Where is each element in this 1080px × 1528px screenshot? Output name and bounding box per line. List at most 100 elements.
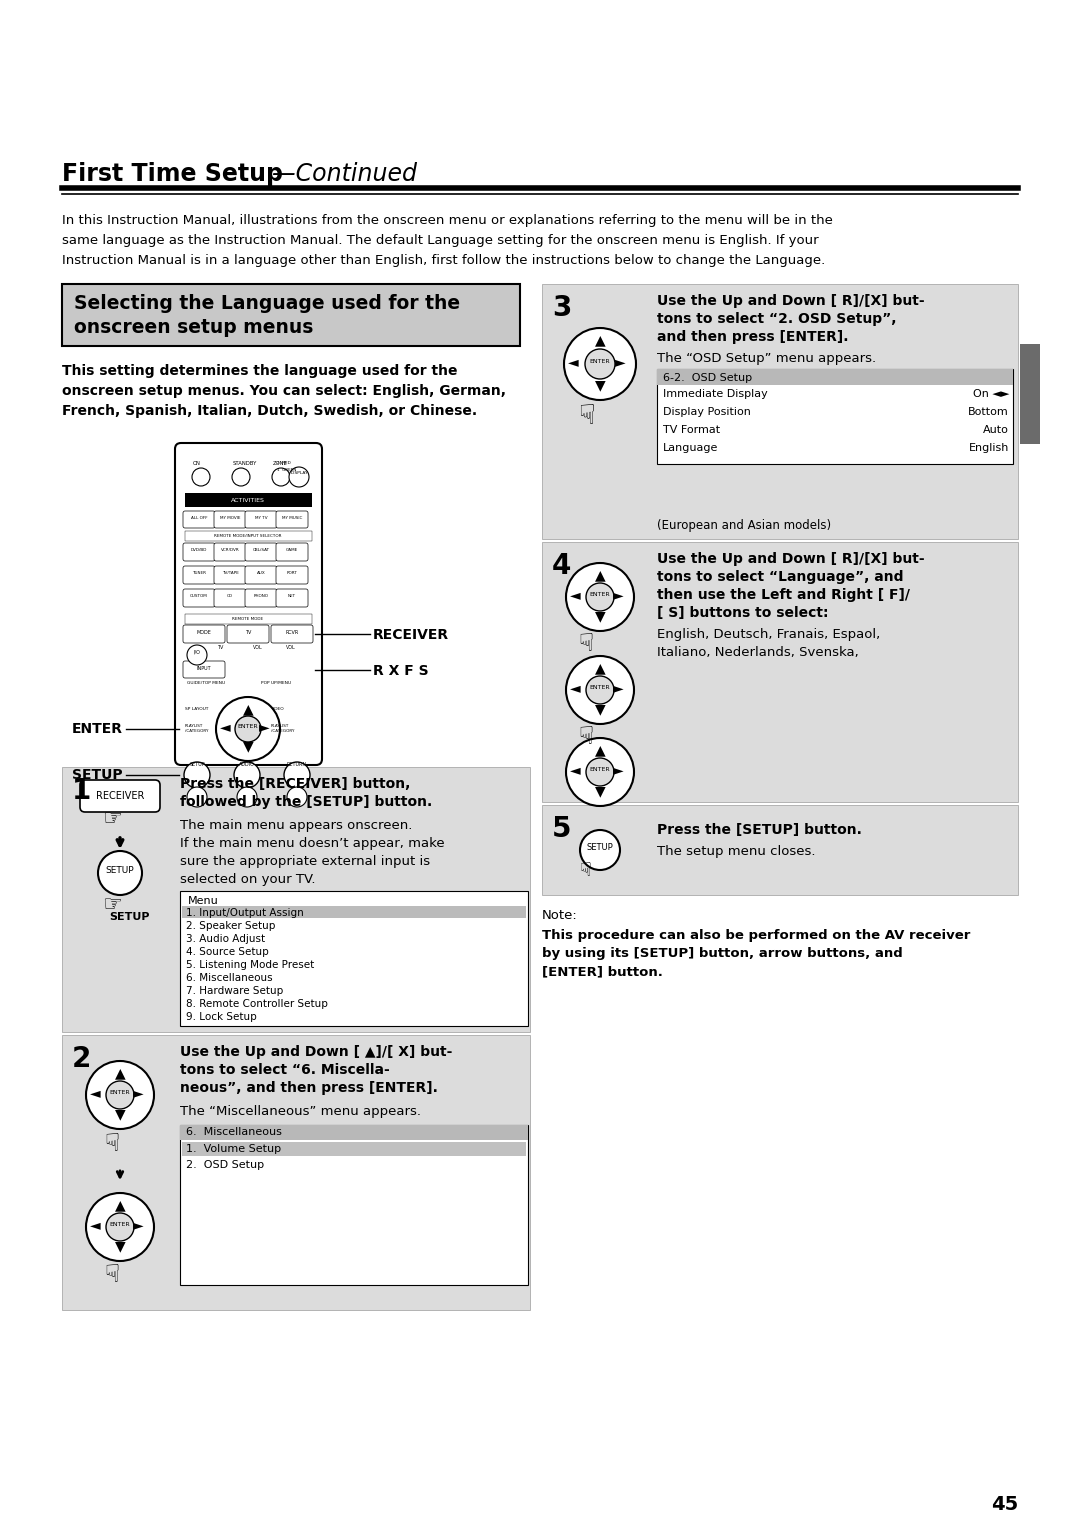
Text: 6. Miscellaneous: 6. Miscellaneous — [186, 973, 272, 983]
Text: ENTER: ENTER — [590, 767, 610, 772]
FancyBboxPatch shape — [245, 565, 276, 584]
Circle shape — [564, 329, 636, 400]
Text: ◄: ◄ — [570, 681, 581, 695]
Text: ▲: ▲ — [595, 333, 605, 347]
Text: ☟: ☟ — [580, 860, 592, 880]
Text: 4: 4 — [552, 552, 571, 581]
Circle shape — [106, 1080, 134, 1109]
Text: then use the Left and Right [ F]/: then use the Left and Right [ F]/ — [657, 588, 910, 602]
Text: ▼: ▼ — [114, 1106, 125, 1122]
Text: ☞: ☞ — [102, 808, 122, 830]
Circle shape — [580, 830, 620, 869]
Bar — [183, 1141, 526, 1157]
FancyBboxPatch shape — [214, 510, 246, 529]
Text: Press the [SETUP] button.: Press the [SETUP] button. — [657, 824, 862, 837]
Text: In this Instruction Manual, illustrations from the onscreen menu or explanations: In this Instruction Manual, illustration… — [62, 214, 833, 228]
Text: MODE: MODE — [197, 630, 212, 636]
Circle shape — [187, 787, 207, 807]
Text: 45: 45 — [990, 1494, 1018, 1514]
Circle shape — [289, 468, 309, 487]
Text: ALL OFF: ALL OFF — [191, 516, 207, 520]
Text: ▼: ▼ — [595, 701, 605, 717]
Text: ▼: ▼ — [595, 610, 605, 623]
Circle shape — [86, 1193, 154, 1261]
Text: onscreen setup menus. You can select: English, German,: onscreen setup menus. You can select: En… — [62, 384, 507, 397]
Bar — [657, 368, 1013, 385]
Text: ENTER: ENTER — [238, 724, 258, 729]
Text: REMOTE MODE: REMOTE MODE — [232, 617, 264, 620]
FancyBboxPatch shape — [175, 443, 322, 766]
Text: ▲: ▲ — [114, 1067, 125, 1080]
Text: Display Position: Display Position — [663, 406, 751, 417]
Text: 3. Audio Adjust: 3. Audio Adjust — [186, 934, 265, 944]
Text: AUDIO: AUDIO — [239, 762, 255, 767]
Text: ▼: ▼ — [243, 740, 254, 753]
Text: 4. Source Setup: 4. Source Setup — [186, 947, 269, 957]
Text: 6-2.  OSD Setup: 6-2. OSD Setup — [663, 373, 752, 384]
Text: tons to select “2. OSD Setup”,: tons to select “2. OSD Setup”, — [657, 312, 896, 325]
FancyBboxPatch shape — [80, 779, 160, 811]
Text: ◄: ◄ — [570, 762, 581, 778]
FancyBboxPatch shape — [276, 565, 308, 584]
Text: and then press [ENTER].: and then press [ENTER]. — [657, 330, 849, 344]
FancyBboxPatch shape — [245, 510, 276, 529]
Circle shape — [566, 656, 634, 724]
Text: Use the Up and Down [ R]/[X] but-: Use the Up and Down [ R]/[X] but- — [657, 552, 924, 565]
Text: The “Miscellaneous” menu appears.: The “Miscellaneous” menu appears. — [180, 1105, 421, 1118]
Circle shape — [237, 787, 257, 807]
Text: CD: CD — [227, 594, 233, 597]
Bar — [542, 542, 1018, 802]
Text: 3: 3 — [552, 293, 571, 322]
Text: ENTER: ENTER — [110, 1222, 131, 1227]
Text: Immediate Display: Immediate Display — [663, 390, 768, 399]
Circle shape — [192, 468, 210, 486]
Circle shape — [272, 468, 291, 486]
Circle shape — [86, 1060, 154, 1129]
Text: STANDBY: STANDBY — [233, 461, 257, 466]
Text: VIDEO: VIDEO — [271, 707, 285, 711]
Bar — [542, 805, 1018, 895]
Text: sure the appropriate external input is: sure the appropriate external input is — [180, 856, 430, 868]
Bar — [62, 1034, 530, 1309]
Text: PHONO: PHONO — [254, 594, 269, 597]
Circle shape — [284, 762, 310, 788]
FancyBboxPatch shape — [276, 588, 308, 607]
FancyBboxPatch shape — [183, 510, 215, 529]
FancyBboxPatch shape — [183, 542, 215, 561]
Text: Use the Up and Down [ ▲]/[ X] but-: Use the Up and Down [ ▲]/[ X] but- — [180, 1045, 453, 1059]
FancyBboxPatch shape — [214, 565, 246, 584]
Text: ON: ON — [193, 461, 201, 466]
Text: TV Format: TV Format — [663, 425, 720, 435]
Text: RECEIVER: RECEIVER — [96, 792, 145, 801]
Text: Note:: Note: — [542, 909, 578, 921]
Text: TV: TV — [245, 630, 252, 636]
Text: I/O: I/O — [193, 649, 201, 656]
Text: Bottom: Bottom — [969, 406, 1009, 417]
Text: MY TV: MY TV — [255, 516, 268, 520]
Text: tons to select “6. Miscella-: tons to select “6. Miscella- — [180, 1063, 390, 1077]
Text: On ◄►: On ◄► — [973, 390, 1009, 399]
Text: Use the Up and Down [ R]/[X] but-: Use the Up and Down [ R]/[X] but- — [657, 293, 924, 309]
FancyBboxPatch shape — [245, 542, 276, 561]
FancyBboxPatch shape — [276, 542, 308, 561]
FancyBboxPatch shape — [245, 588, 276, 607]
Text: The setup menu closes.: The setup menu closes. — [657, 845, 815, 859]
Text: PLAYLIST
/CATEGORY: PLAYLIST /CATEGORY — [271, 724, 295, 732]
Text: ZONE: ZONE — [273, 461, 287, 466]
Circle shape — [232, 468, 249, 486]
Text: 1  GREEN: 1 GREEN — [276, 468, 296, 472]
Circle shape — [586, 584, 615, 611]
Text: SETUP: SETUP — [189, 762, 205, 767]
Text: onscreen setup menus: onscreen setup menus — [75, 318, 313, 338]
Text: NET: NET — [288, 594, 296, 597]
Text: REMOTE MODE/INPUT SELECTOR: REMOTE MODE/INPUT SELECTOR — [214, 533, 282, 538]
Text: ▲: ▲ — [243, 701, 254, 717]
Text: ◄: ◄ — [220, 720, 231, 733]
Bar — [183, 906, 526, 918]
Text: ENTER: ENTER — [590, 359, 610, 364]
Circle shape — [586, 675, 615, 704]
Text: Press the [RECEIVER] button,: Press the [RECEIVER] button, — [180, 778, 410, 792]
Text: DISPLAY: DISPLAY — [291, 471, 308, 475]
Text: Language: Language — [663, 443, 718, 452]
Text: The “OSD Setup” menu appears.: The “OSD Setup” menu appears. — [657, 351, 876, 365]
